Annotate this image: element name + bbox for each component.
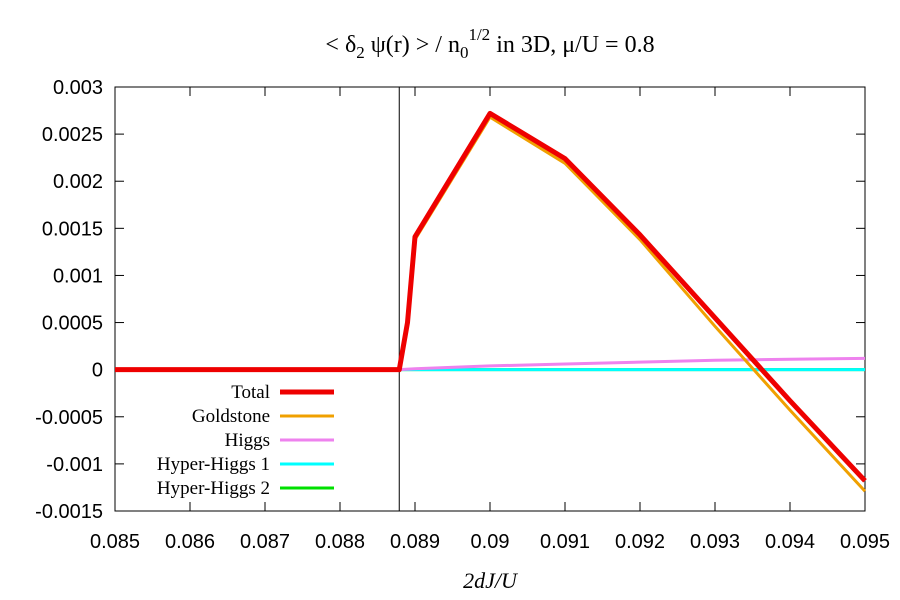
y-tick-label: 0.0015	[42, 218, 103, 240]
y-tick-label: -0.001	[46, 454, 103, 476]
x-tick-label: 0.089	[390, 531, 440, 553]
x-tick-label: 0.091	[540, 531, 590, 553]
title-sub2: 0	[460, 43, 469, 62]
y-tick-label: 0.003	[53, 77, 103, 99]
x-tick-label: 0.095	[840, 531, 890, 553]
x-tick-label: 0.086	[165, 531, 215, 553]
series-line-total	[115, 110, 867, 483]
legend-label: Goldstone	[192, 406, 270, 427]
x-axis-label: 2dJ/U	[463, 568, 519, 593]
y-tick-label: -0.0015	[35, 501, 103, 523]
y-tick-label: 0.0005	[42, 313, 103, 335]
y-tick-label: -0.0005	[35, 407, 103, 429]
x-tick-label: 0.087	[240, 531, 290, 553]
y-tick-label: 0.0025	[42, 124, 103, 146]
legend-label: Higgs	[225, 430, 270, 451]
x-tick-label: 0.092	[615, 531, 665, 553]
x-tick-label: 0.088	[315, 531, 365, 553]
legend-label: Hyper-Higgs 2	[157, 478, 270, 499]
ticks: 0.085 0.086 0.087 0.088 0.089 0.09 0.091 0.092 0…	[35, 77, 890, 553]
x-tick-label: 0.085	[90, 531, 140, 553]
legend-label: Total	[231, 382, 270, 403]
chart-title: < δ2 ψ(r) > / n01/2 in 3D, μ/U = 0.8	[325, 25, 654, 62]
title-sub1: 2	[356, 43, 365, 62]
series-line-higgs	[115, 356, 866, 372]
title-prefix: < δ	[325, 32, 356, 58]
y-tick-label: 0.001	[53, 265, 103, 287]
y-tick-label: 0	[92, 360, 103, 382]
y-tick-label: 0.002	[53, 171, 103, 193]
series-layer	[115, 110, 867, 493]
legend: Total Goldstone Higgs Hyper-Higgs 1 Hyper-Hi…	[157, 382, 334, 499]
x-tick-label: 0.09	[471, 531, 510, 553]
title-suffix: in 3D, μ/U = 0.8	[490, 32, 654, 58]
title-sup: 1/2	[468, 25, 490, 44]
x-tick-label: 0.094	[765, 531, 815, 553]
legend-label: Hyper-Higgs 1	[157, 454, 270, 475]
x-tick-label: 0.093	[690, 531, 740, 553]
title-mid: ψ(r) > / n	[365, 32, 460, 58]
